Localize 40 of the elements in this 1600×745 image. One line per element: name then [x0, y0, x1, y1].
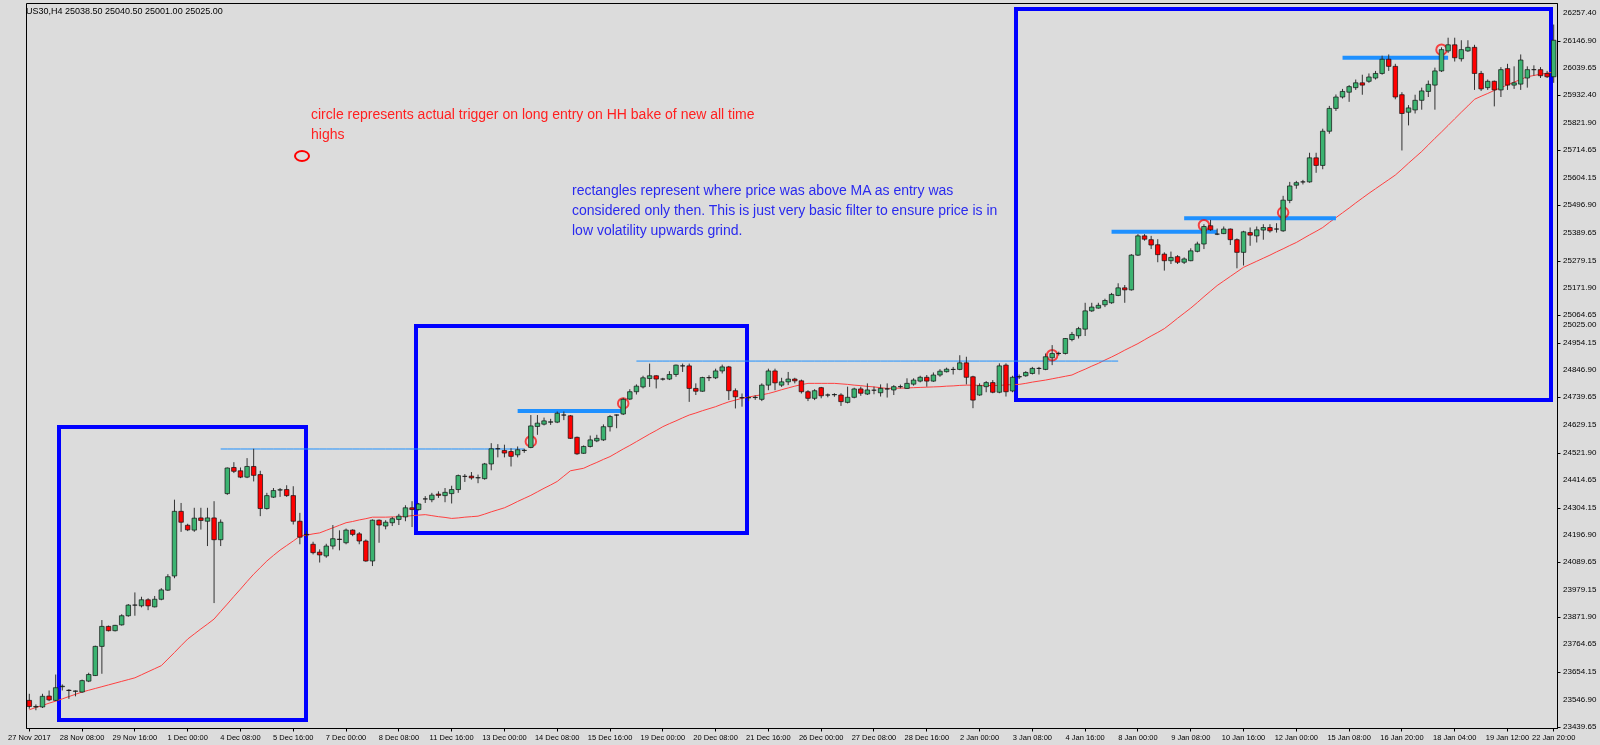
y-tick-label: 25279.15: [1563, 255, 1597, 265]
y-tick-label: 25064.65: [1563, 310, 1597, 320]
y-tick-label: 24521.90: [1563, 447, 1597, 457]
y-tick-label: 23871.90: [1563, 612, 1597, 622]
y-tick-label: 24846.90: [1563, 365, 1597, 375]
y-tick-label: 23979.15: [1563, 585, 1597, 595]
y-tick-label: 23654.15: [1563, 667, 1597, 677]
y-tick-label: 23764.65: [1563, 639, 1597, 649]
y-tick-label: 25171.90: [1563, 282, 1597, 292]
y-tick-label: 26257.40: [1563, 7, 1597, 17]
y-tick-label: 25714.65: [1563, 145, 1597, 155]
y-tick-label: 26039.65: [1563, 62, 1597, 72]
y-tick-label: 25389.65: [1563, 227, 1597, 237]
chart-title: US30,H4 25038.50 25040.50 25001.00 25025.00: [26, 6, 223, 16]
y-tick-label: 24954.15: [1563, 338, 1597, 348]
point: [616, 397, 630, 410]
candlestick: [1214, 228, 1220, 236]
point: [524, 435, 538, 448]
y-tick-label: 25496.90: [1563, 200, 1597, 210]
y-tick-label: 24089.65: [1563, 557, 1597, 567]
y-tick-label: 25821.90: [1563, 118, 1597, 128]
y-tick-label: 24629.15: [1563, 420, 1597, 430]
annotation: rectangles represent where price was above MA as entry was considered only then. This is just very basic filter to ensure price is in low volatility upwards grind.: [572, 181, 999, 240]
candlestick: [132, 591, 138, 617]
point: [1197, 219, 1211, 232]
y-tick-label: 23439.65: [1563, 721, 1597, 731]
y-tick-label: 24196.90: [1563, 529, 1597, 539]
y-tick-label: 25604.15: [1563, 173, 1597, 183]
y-tick-label: 23546.90: [1563, 694, 1597, 704]
annotation: circle represents actual trigger on long entry on HH bake of new all time highs: [311, 105, 756, 144]
point: [1276, 206, 1290, 219]
point: [1435, 43, 1448, 56]
y-tick-label: 25932.40: [1563, 90, 1597, 100]
y-tick-label: 25025.00: [1563, 320, 1597, 330]
candlestick: [884, 382, 890, 399]
y-tick-label: 24304.15: [1563, 502, 1597, 512]
point: [1045, 349, 1059, 362]
y-tick-label: 24414.65: [1563, 474, 1597, 484]
y-tick-label: 26146.90: [1563, 35, 1597, 45]
y-tick-label: 24739.65: [1563, 392, 1597, 402]
